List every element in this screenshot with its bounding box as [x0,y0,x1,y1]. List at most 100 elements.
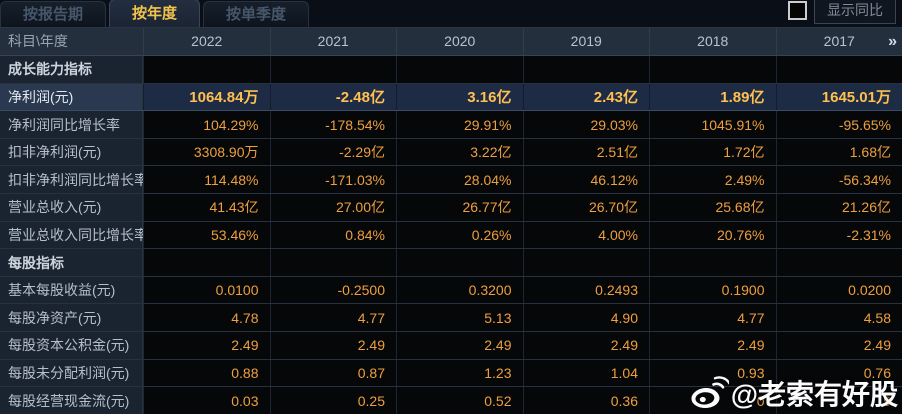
cell-value: 1.23 [396,359,523,387]
cell-value: 4.77 [269,304,396,332]
cell-value: 2.49 [775,332,902,359]
cell-value: 28.04% [396,166,523,194]
cell-value: 1045.91% [649,111,776,138]
cell-value: 2.51亿 [522,138,649,166]
cell-value: 0.2493 [522,276,649,304]
cell-value: 4.58 [775,304,902,332]
table-row[interactable]: 成长能力指标 [0,56,902,84]
table-row[interactable]: 营业总收入同比增长率 53.46% 0.84% 0.26% 4.00% 20.76% -2.… [0,221,902,250]
cell-value: 1.68亿 [775,138,902,166]
table-row[interactable]: 每股净资产(元) 4.78 4.77 5.13 4.90 4.77 4.58 [0,304,902,333]
period-tabs: 按报告期 按年度 按单季度 [0,0,312,27]
table-row[interactable]: 基本每股收益(元) 0.0100 -0.2500 0.3200 0.2493 0.1900… [0,276,902,305]
cell-value: 29.03% [522,111,649,138]
cell-value [396,249,523,276]
cell-value [269,56,396,83]
cell-value: 0.3200 [396,276,523,304]
cell-value: 0.1900 [649,276,776,304]
cell-value: 0.76 [775,359,902,387]
cell-value [143,249,270,276]
row-label: 每股指标 [0,249,143,276]
year-column-header: 2020 [396,28,523,55]
cell-value: 104.29% [143,111,270,138]
cell-value: 46.12% [522,166,649,194]
cell-value: 0.0200 [775,276,902,304]
table-row[interactable]: 净利润(元) 1064.84万 -2.48亿 3.16亿 2.43亿 1.89亿 1645.… [0,83,902,112]
cell-value: 114.48% [143,166,270,194]
cell-value: 4.78 [143,304,270,332]
cell-value: 0.87 [269,359,396,387]
year-column-header: 2018 [649,28,776,55]
table-row[interactable]: 每股经营现金流(元) 0.03 0.25 0.52 0.36 0 9 [0,387,902,414]
tab-by-quarter[interactable]: 按单季度 [203,1,310,27]
cell-value: 9 [775,387,902,414]
cell-value: 21.26亿 [775,194,902,221]
table-body: 成长能力指标 净利润(元) 1064.84万 -2.48亿 3.16亿 2.43亿 1.89… [0,56,902,414]
cell-value: 0.03 [143,387,270,414]
year-column-header: 2017 [775,28,902,55]
table-row[interactable]: 扣非净利润同比增长率 114.48% -171.03% 28.04% 46.12% 2.4… [0,166,902,195]
year-column-header: 2022 [143,28,270,55]
cell-value [775,249,902,276]
cell-value: 0.88 [143,359,270,387]
cell-value: 2.49% [649,166,776,194]
cell-value: 0.93 [649,359,776,387]
cell-value [649,249,776,276]
table-row[interactable]: 每股资本公积金(元) 2.49 2.49 2.49 2.49 2.49 2.49 [0,332,902,360]
cell-value [269,249,396,276]
cell-value: 53.46% [143,221,270,249]
cell-value: -2.31% [775,221,902,249]
row-label: 每股经营现金流(元) [0,387,143,414]
cell-value: -0.2500 [269,276,396,304]
cell-value: 0 [649,387,776,414]
cell-value [143,56,270,83]
cell-value: 20.76% [649,221,776,249]
row-label: 净利润(元) [0,83,143,111]
cell-value [396,56,523,83]
cell-value: 5.13 [396,304,523,332]
cell-value: 1.72亿 [649,138,776,166]
cell-value: 1.04 [522,359,649,387]
show-yoy-checkbox[interactable] [788,1,807,20]
cell-value: -171.03% [269,166,396,194]
table-row[interactable]: 净利润同比增长率 104.29% -178.54% 29.91% 29.03% 1045.… [0,111,902,139]
table-row[interactable]: 扣非净利润(元) 3308.90万 -2.29亿 3.22亿 2.51亿 1.72亿 1.6… [0,138,902,167]
cell-value: 0.36 [522,387,649,414]
more-years-icon[interactable]: » [888,33,897,50]
cell-value: 1064.84万 [143,83,270,111]
cell-value: 26.77亿 [396,194,523,221]
year-column-header: 2021 [269,28,397,55]
cell-value: 4.77 [649,304,776,332]
cell-value: 3.16亿 [396,83,523,111]
table-row[interactable]: 每股指标 [0,249,902,277]
cell-value: 2.49 [143,332,270,359]
show-yoy-button[interactable]: 显示同比 [814,0,896,24]
period-tab-bar: 按报告期 按年度 按单季度 显示同比 [0,0,902,28]
tabbar-right-controls: 显示同比 [788,0,902,27]
cell-value: 0.26% [396,221,523,249]
tab-by-year[interactable]: 按年度 [109,0,201,27]
cell-value: 4.90 [522,304,649,332]
row-label: 扣非净利润同比增长率 [0,166,148,194]
cell-value: 2.49 [396,332,523,359]
cell-value [522,249,649,276]
row-label: 净利润同比增长率 [0,111,143,138]
cell-value [522,56,649,83]
cell-value: 27.00亿 [269,194,396,221]
row-label: 成长能力指标 [0,56,143,83]
cell-value: 0.52 [396,387,523,414]
cell-value: 0.25 [269,387,396,414]
table-row[interactable]: 营业总收入(元) 41.43亿 27.00亿 26.77亿 26.70亿 25.68亿 21… [0,194,902,222]
cell-value: 2.49 [522,332,649,359]
cell-value: -2.29亿 [269,138,396,166]
tab-by-report-period[interactable]: 按报告期 [0,1,107,27]
cell-value: 2.49 [649,332,776,359]
row-label: 每股未分配利润(元) [0,359,143,387]
cell-value: 26.70亿 [522,194,649,221]
cell-value: 3308.90万 [143,138,270,166]
table-row[interactable]: 每股未分配利润(元) 0.88 0.87 1.23 1.04 0.93 0.76 [0,359,902,388]
cell-value: 1.89亿 [649,83,776,111]
table-header-row: 科目\年度 2022 2021 2020 2019 2018 2017» [0,28,902,56]
cell-value: -178.54% [269,111,396,138]
